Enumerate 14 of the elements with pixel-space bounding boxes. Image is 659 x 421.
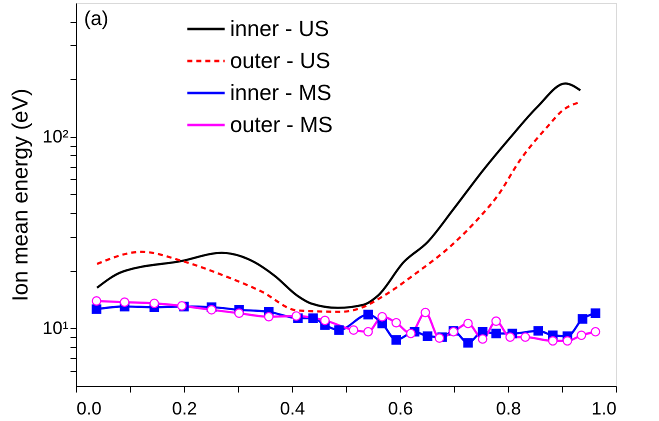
legend-label: outer - US	[230, 48, 330, 73]
legend-label: outer - MS	[230, 112, 333, 137]
y-tick-label: 10²	[42, 126, 69, 146]
legend-label: inner - MS	[230, 80, 332, 105]
y-tick-label: 10¹	[42, 318, 69, 338]
x-tick-label: 1.0	[591, 398, 616, 418]
x-tick-label: 0.6	[388, 398, 414, 418]
x-tick-label: 0.2	[172, 398, 198, 418]
legend-label: inner - US	[230, 16, 330, 41]
x-tick-label: 0.4	[280, 398, 306, 418]
y-axis-title: Ion mean energy (eV)	[7, 88, 32, 302]
x-tick-label: 0.0	[76, 398, 102, 418]
x-tick-label: 0.8	[496, 398, 522, 418]
annotation: (a)	[84, 8, 108, 30]
